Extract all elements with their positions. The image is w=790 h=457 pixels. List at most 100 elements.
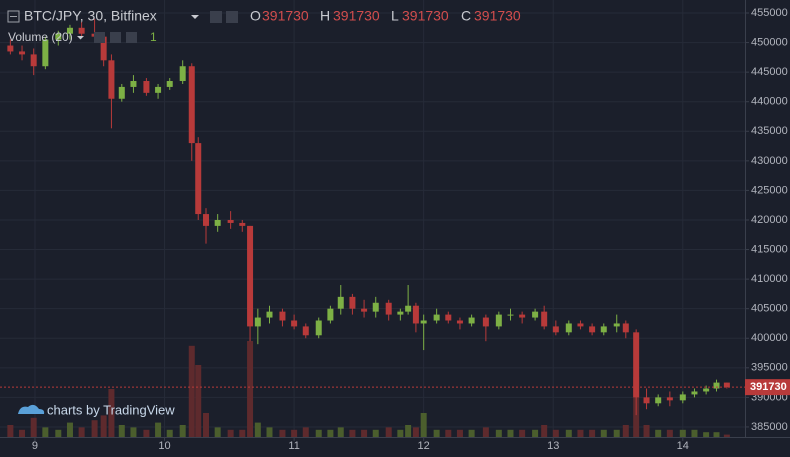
candle-body: [7, 45, 14, 52]
volume-bar: [279, 429, 286, 437]
candle-body: [195, 143, 202, 215]
volume-bar: [655, 429, 662, 437]
candle-body: [456, 320, 463, 324]
candle-body: [118, 86, 125, 99]
indicator-remove[interactable]: [126, 32, 137, 43]
candle-body: [78, 27, 85, 34]
candle-body: [691, 391, 698, 395]
volume-bar: [445, 429, 452, 437]
indicator-name[interactable]: Volume (20): [8, 30, 73, 44]
candle-body: [405, 305, 412, 312]
volume-bar: [372, 429, 379, 437]
candle-body: [203, 214, 210, 226]
candle-body: [291, 320, 298, 327]
candle-body: [143, 81, 150, 93]
last-price-tag: [745, 379, 790, 396]
candle-body: [30, 54, 37, 67]
candle-body: [552, 326, 559, 333]
volume-bar: [78, 427, 85, 437]
volume-bar: [195, 365, 202, 437]
indicator-value: 1: [150, 30, 157, 44]
volume-bar: [327, 429, 334, 437]
volume-bar: [541, 425, 548, 437]
candle-body: [130, 81, 137, 87]
candle-body: [337, 296, 344, 309]
volume-bar: [600, 429, 607, 437]
symbol-menu-arrow[interactable]: [191, 15, 199, 19]
low-value: 391730: [402, 8, 449, 24]
volume-bar: [203, 413, 210, 437]
volume-bar: [91, 420, 98, 437]
axes: 455000 450000 445000 440000 435000 430000 4250…: [0, 7, 790, 452]
open-value: 391730: [262, 8, 309, 24]
x-tick-label: 14: [677, 440, 689, 452]
volume-bar: [397, 429, 404, 437]
x-tick-label: 10: [158, 440, 170, 452]
volume-bar: [266, 427, 273, 437]
candle-body: [179, 66, 186, 82]
open-label: O: [250, 8, 261, 24]
candle-body: [397, 311, 404, 315]
volume-bar: [66, 422, 73, 437]
y-tick-label: 440000: [751, 96, 788, 108]
volume-bar: [188, 345, 195, 437]
volume-bar: [315, 429, 322, 437]
candle-body: [703, 388, 710, 392]
y-tick-label: 420000: [751, 214, 788, 226]
volume-bar: [254, 422, 261, 437]
candle-body: [327, 308, 334, 321]
watermark-text[interactable]: charts by TradingView: [47, 402, 175, 417]
volume-bar: [214, 427, 221, 437]
volume-bar: [495, 429, 502, 437]
candle-body: [155, 86, 162, 93]
candle-body: [315, 320, 322, 336]
candle-body: [227, 219, 234, 223]
x-tick-label: 11: [288, 440, 299, 452]
volume-bar: [227, 429, 234, 437]
settings-icon[interactable]: [210, 11, 222, 23]
volume-bar: [532, 429, 539, 437]
candle-body: [100, 36, 107, 61]
volume-bar: [143, 429, 150, 437]
last-price-label: 391730: [750, 381, 787, 393]
volume-bar: [155, 422, 162, 437]
candles: [7, 18, 730, 416]
volume-bar: [405, 425, 412, 437]
candle-body: [420, 320, 427, 324]
indicator-menu-arrow[interactable]: [77, 36, 84, 40]
symbol[interactable]: BTC/JPY, 30, Bitfinex: [24, 8, 157, 24]
candle-body: [613, 323, 620, 327]
candle-body: [254, 317, 261, 327]
indicator-visibility[interactable]: [94, 32, 105, 43]
watermark[interactable]: charts by TradingView: [18, 402, 175, 417]
volume-bar: [456, 429, 463, 437]
volume-bar: [42, 427, 49, 437]
high-value: 391730: [333, 8, 380, 24]
collapse-icon[interactable]: [7, 10, 20, 23]
candle-body: [622, 323, 629, 333]
volume-bar: [179, 425, 186, 437]
volume-bar: [239, 429, 246, 437]
y-tick-label: 405000: [751, 303, 788, 315]
candle-body: [166, 81, 173, 87]
y-tick-label: 410000: [751, 273, 788, 285]
grid: [0, 0, 745, 437]
format-icon[interactable]: [226, 11, 238, 23]
volume-bar: [291, 429, 298, 437]
volume-bar: [565, 429, 572, 437]
candle-body: [507, 314, 514, 316]
watermark-logo: [18, 404, 45, 414]
candle-body: [247, 225, 254, 327]
candle-body: [55, 33, 62, 40]
volume-bar: [519, 429, 526, 437]
candle-body: [188, 66, 195, 144]
volume-bar: [713, 432, 720, 437]
candle-body: [600, 326, 607, 333]
indicator-settings[interactable]: [110, 32, 121, 43]
candle-body: [412, 305, 419, 324]
volume-bar: [247, 341, 254, 437]
candle-body: [482, 317, 489, 327]
y-tick-label: 385000: [751, 421, 788, 433]
volume-bar: [30, 417, 37, 437]
